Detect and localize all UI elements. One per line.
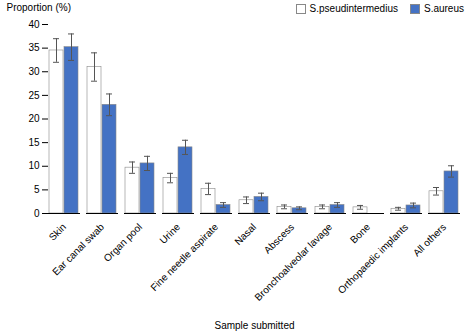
svg-text:Organ pool: Organ pool [101, 221, 144, 264]
svg-text:Ear canal swab: Ear canal swab [50, 221, 106, 277]
svg-text:30: 30 [28, 66, 40, 77]
svg-text:25: 25 [28, 90, 40, 101]
svg-text:35: 35 [28, 42, 40, 53]
svg-text:10: 10 [28, 160, 40, 171]
svg-text:Orthopaedic implants: Orthopaedic implants [336, 221, 411, 296]
svg-text:Bone: Bone [348, 221, 373, 246]
svg-text:15: 15 [28, 137, 40, 148]
svg-text:Skin: Skin [47, 221, 69, 243]
svg-text:Abscess: Abscess [262, 221, 297, 256]
svg-text:Fine needle aspirate: Fine needle aspirate [148, 221, 220, 293]
html-text:S.pseudintermedius: S.pseudintermedius [309, 3, 398, 14]
svg-text:40: 40 [28, 19, 40, 30]
svg-text:Nasal: Nasal [232, 221, 258, 247]
svg-text:Urine: Urine [157, 221, 182, 246]
svg-text:Bronchoalveolar lavage: Bronchoalveolar lavage [252, 221, 334, 303]
svg-text:20: 20 [28, 113, 40, 124]
svg-text:Proportion (%): Proportion (%) [7, 2, 71, 13]
svg-text:Sample submitted: Sample submitted [214, 320, 294, 331]
svg-text:0: 0 [34, 208, 40, 219]
svg-text:All others: All others [411, 221, 448, 258]
html-text:S.aureus: S.aureus [424, 3, 464, 14]
svg-text:5: 5 [34, 184, 40, 195]
